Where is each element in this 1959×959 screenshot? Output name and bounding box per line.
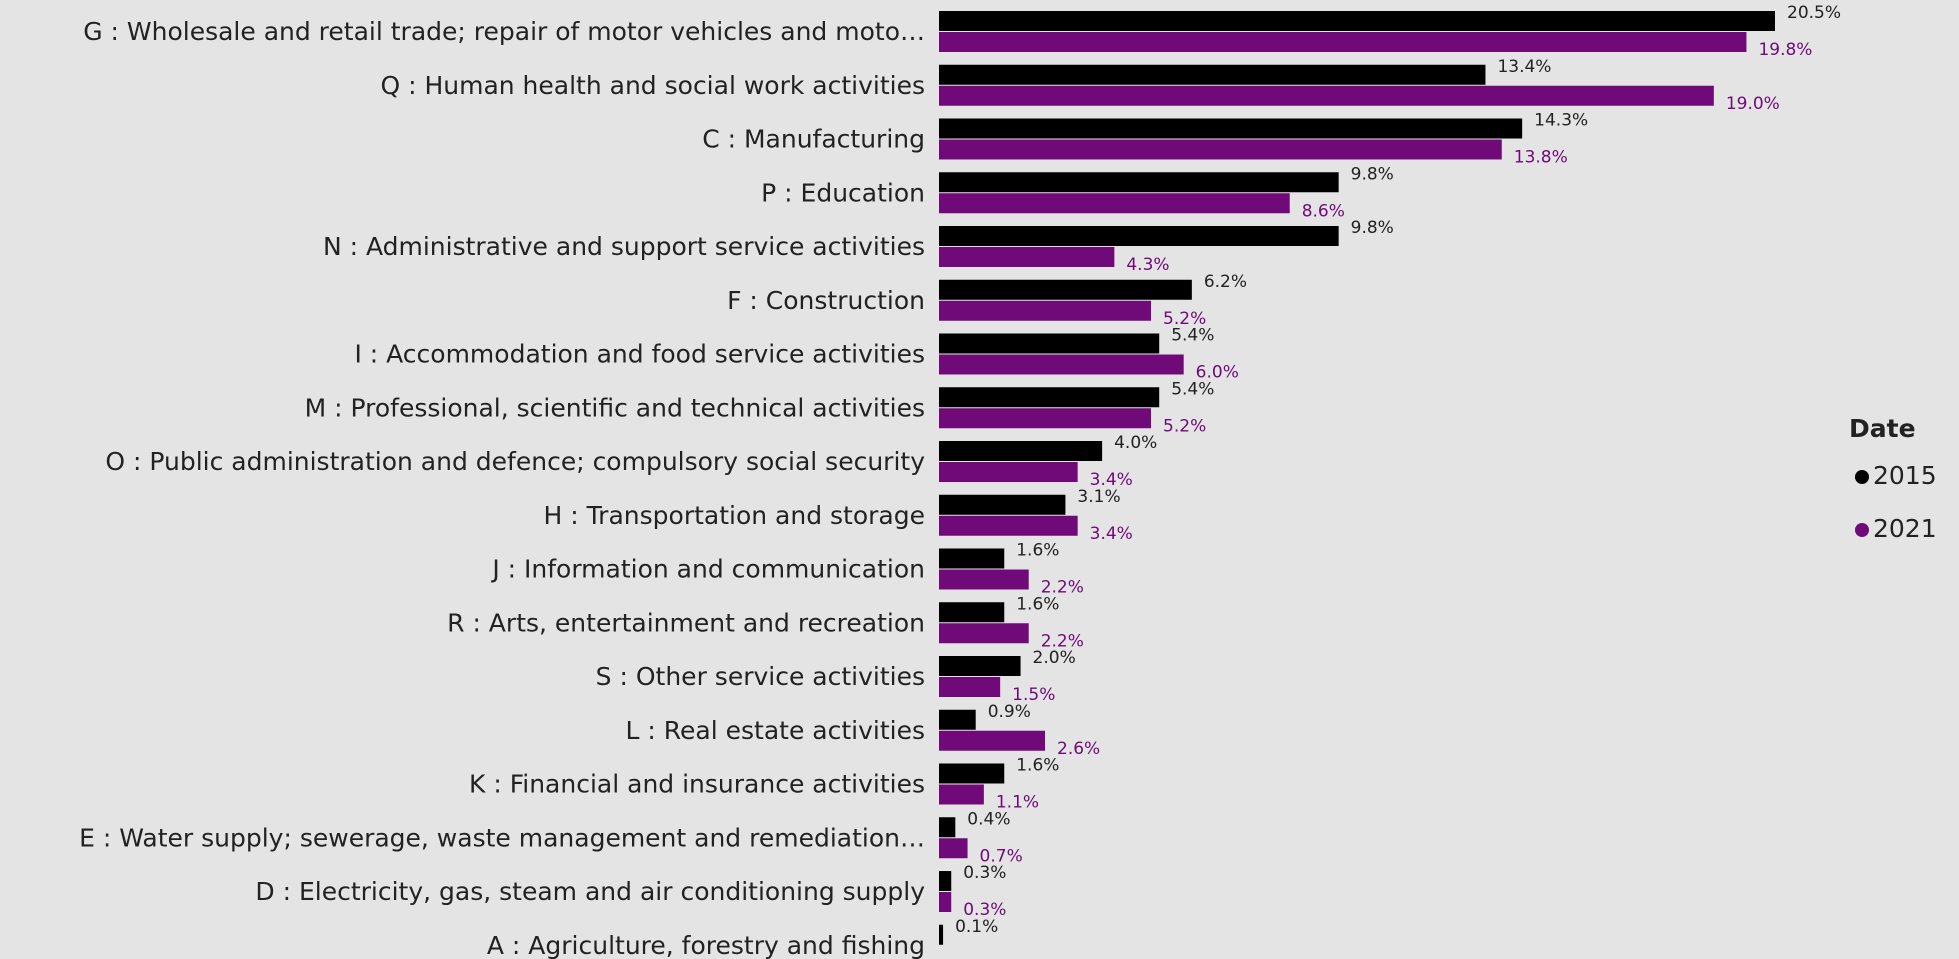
value-label: 9.8% [1351,164,1394,184]
category-label: M : Professional, scientific and technic… [305,393,925,422]
category-label: J : Information and communication [490,555,925,584]
bar [939,817,956,838]
value-label: 3.1% [1077,487,1120,507]
value-label: 8.6% [1302,201,1345,221]
bar [939,11,1775,31]
legend-marker [1855,470,1869,484]
value-label: 0.3% [963,900,1006,920]
value-label: 5.2% [1163,416,1206,436]
category-label: S : Other service activities [596,662,925,691]
legend-label: 2015 [1873,461,1937,490]
bar [939,838,968,859]
value-label: 2.2% [1041,631,1084,651]
bar [939,871,952,891]
bar [939,709,976,730]
bar [939,333,1160,354]
value-label: 3.4% [1090,470,1133,490]
bar [939,193,1290,214]
category-label: G : Wholesale and retail trade; repair o… [83,17,925,46]
bar [939,118,1523,139]
bar [939,515,1078,536]
value-label: 2.0% [1033,648,1076,668]
category-label: N : Administrative and support service a… [323,232,925,261]
legend-title: Date [1849,414,1916,443]
category-label: Q : Human health and social work activit… [380,71,925,100]
bar [939,408,1152,429]
category-label: O : Public administration and defence; c… [105,447,925,476]
value-label: 0.7% [980,846,1023,866]
value-label: 0.1% [955,917,998,937]
value-label: 14.3% [1534,111,1588,131]
bar [939,763,1005,784]
bar [939,226,1339,246]
bar [939,623,1029,644]
bar [939,279,1192,300]
bar [939,441,1103,461]
bar [939,924,944,945]
value-label: 1.6% [1016,594,1059,614]
category-label: E : Water supply; sewerage, waste manage… [79,823,925,852]
bar [939,548,1005,569]
bar [939,602,1005,623]
value-label: 1.6% [1016,756,1059,776]
value-label: 19.8% [1758,40,1812,60]
value-label: 0.3% [963,863,1006,883]
category-label: P : Education [761,178,925,207]
bar [939,85,1714,106]
category-label: C : Manufacturing [702,125,925,154]
category-label: L : Real estate activities [626,716,925,745]
value-label: 5.4% [1171,379,1214,399]
value-label: 1.1% [996,793,1039,813]
value-label: 4.0% [1114,433,1157,453]
legend-label: 2021 [1873,514,1937,543]
category-label: D : Electricity, gas, steam and air cond… [255,877,925,906]
bar [939,730,1046,751]
bar [939,494,1066,515]
bar [939,172,1339,193]
bar [939,387,1160,408]
value-label: 20.5% [1787,3,1841,23]
bar [939,892,952,912]
value-label: 9.8% [1351,218,1394,238]
value-label: 3.4% [1090,524,1133,544]
bar [939,354,1184,375]
bar [939,462,1078,482]
category-label: R : Arts, entertainment and recreation [447,608,925,637]
legend-marker [1855,523,1869,537]
value-label: 4.3% [1126,255,1169,275]
value-label: 2.2% [1041,578,1084,598]
value-label: 1.6% [1016,541,1059,561]
bar [939,569,1029,590]
value-label: 13.8% [1514,148,1568,168]
value-label: 6.0% [1196,363,1239,383]
category-label: I : Accommodation and food service activ… [354,340,925,369]
bar [939,656,1021,676]
value-label: 1.5% [1012,685,1055,705]
category-label: K : Financial and insurance activities [469,770,925,799]
bar [939,139,1502,160]
value-label: 5.2% [1163,309,1206,329]
bar [939,677,1001,697]
bar [939,247,1115,267]
value-label: 6.2% [1204,272,1247,292]
value-label: 0.4% [967,809,1010,829]
value-label: 0.9% [988,702,1031,722]
category-label: H : Transportation and storage [543,501,925,530]
value-label: 19.0% [1726,94,1780,114]
value-label: 5.4% [1171,326,1214,346]
bar [939,64,1486,85]
bar [939,300,1152,321]
category-label: F : Construction [727,286,925,315]
value-label: 2.6% [1057,739,1100,759]
bar [939,32,1747,52]
value-label: 13.4% [1497,57,1551,77]
category-label: A : Agriculture, forestry and fishing [487,931,925,959]
bar [939,784,984,805]
